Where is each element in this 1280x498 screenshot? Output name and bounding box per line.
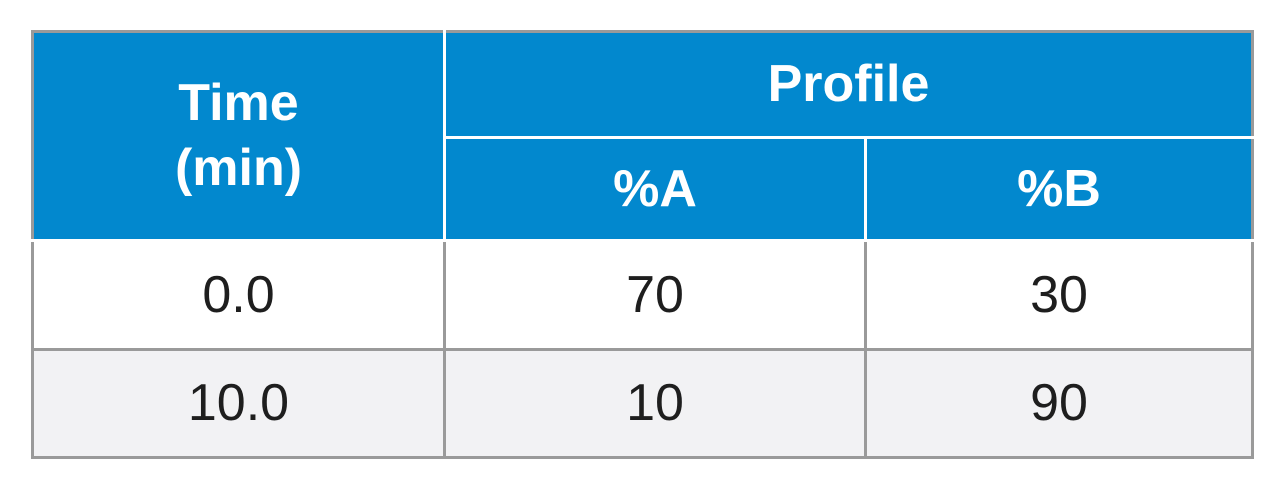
table-body: 0.0 70 30 10.0 10 90 [31, 239, 1255, 459]
time-cell: 0.0 [31, 239, 446, 351]
profile-group-header: Profile [442, 30, 1255, 139]
gradient-table-container: Time (min) Profile %A %B 0.0 70 30 10.0 … [31, 30, 1255, 459]
time-header-line2: (min) [174, 139, 303, 197]
percent-b-column-header: %B [863, 136, 1255, 242]
time-cell: 10.0 [31, 347, 446, 459]
percent-a-column-header: %A [443, 136, 867, 242]
table-header: Time (min) Profile %A %B [31, 30, 1255, 242]
percent-a-cell: 10 [443, 347, 867, 459]
table-row: 0.0 70 30 [31, 239, 1255, 351]
gradient-table: Time (min) Profile %A %B 0.0 70 30 10.0 … [31, 30, 1255, 459]
percent-b-cell: 90 [863, 347, 1255, 459]
percent-b-cell: 30 [863, 239, 1255, 351]
header-row-top: Time (min) Profile [31, 30, 1255, 242]
table-row: 10.0 10 90 [31, 347, 1255, 459]
header-row-sub: %A %B [33, 136, 1255, 242]
time-column-header: Time (min) [31, 30, 446, 242]
time-header-line1: Time [178, 74, 299, 132]
percent-a-cell: 70 [443, 239, 867, 351]
